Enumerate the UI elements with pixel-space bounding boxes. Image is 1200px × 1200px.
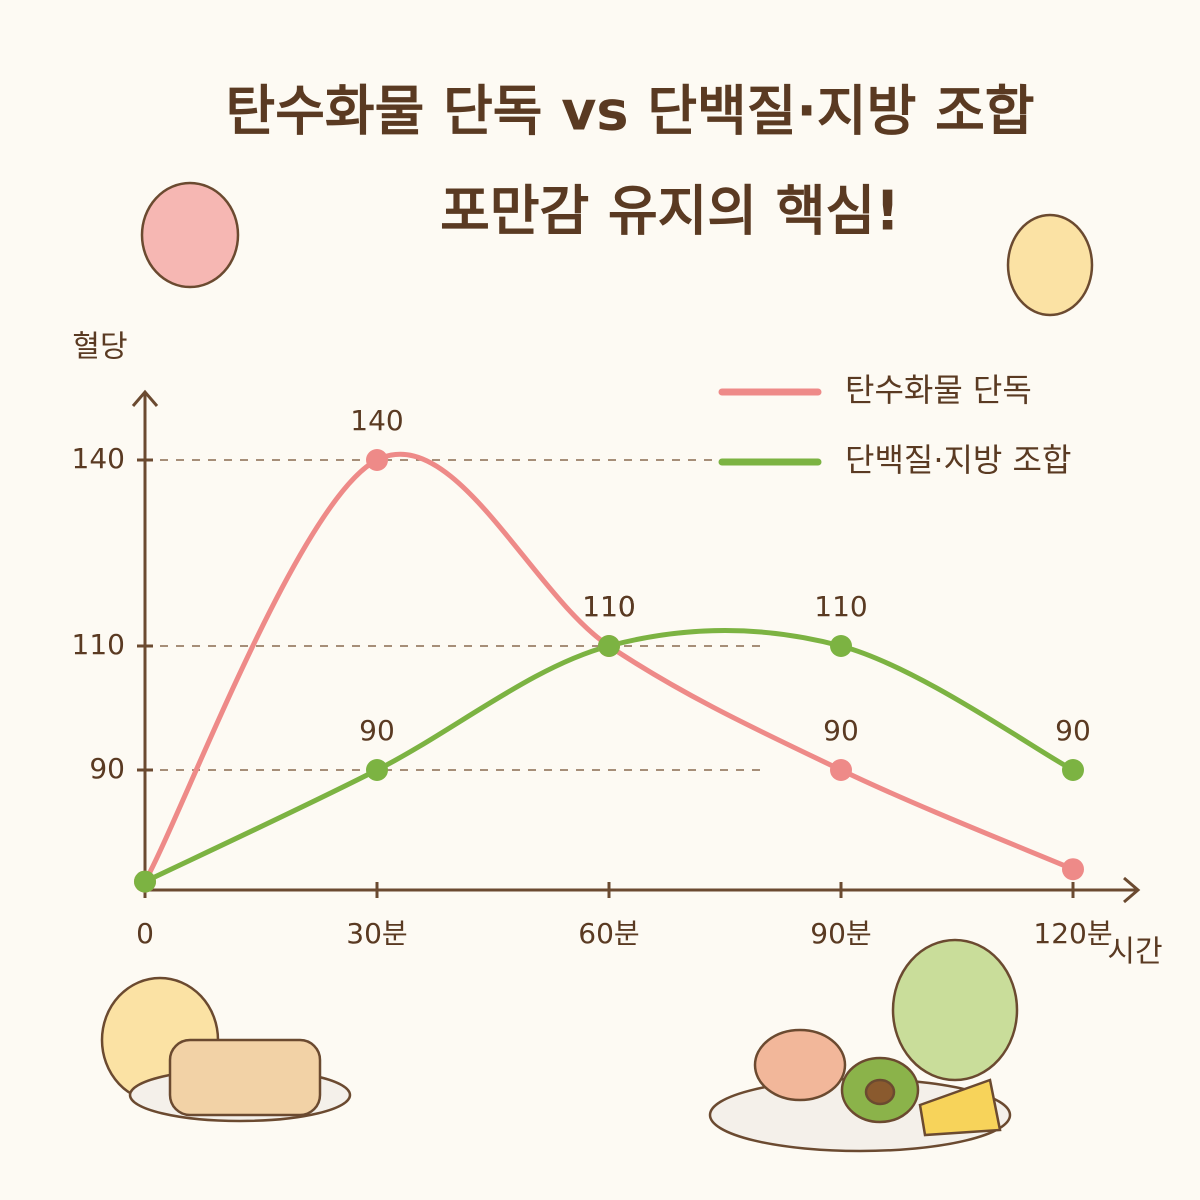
- y-tick-label: 110: [72, 628, 125, 661]
- x-tick-label: 120분: [1033, 917, 1112, 950]
- y-axis-label: 혈당: [72, 330, 127, 365]
- data-point: [830, 759, 852, 781]
- data-point: [366, 449, 388, 471]
- series-line: [142, 451, 1076, 885]
- data-label: 110: [582, 590, 635, 623]
- legend-label: 단백질·지방 조합: [845, 441, 1071, 479]
- x-tick-label: 90분: [810, 917, 871, 950]
- data-label: 90: [1055, 714, 1091, 747]
- axes: [131, 389, 1141, 904]
- y-tick-label: 140: [72, 442, 125, 475]
- data-label: 90: [359, 714, 395, 747]
- data-label: 110: [582, 590, 635, 623]
- y-tick-label: 90: [89, 752, 125, 785]
- series-line: [142, 628, 1076, 885]
- data-point: [598, 635, 620, 657]
- data-point: [1062, 759, 1084, 781]
- data-label: 110: [814, 590, 867, 623]
- data-label: 140: [350, 404, 403, 437]
- x-tick-label: 0: [136, 917, 154, 950]
- y-axis: [131, 389, 159, 890]
- data-point: [830, 635, 852, 657]
- legend-label: 탄수화물 단독: [845, 371, 1032, 409]
- x-tick-label: 60분: [578, 917, 639, 950]
- data-label: 90: [823, 714, 859, 747]
- data-point: [366, 759, 388, 781]
- chart-subtitle: 포만감 유지의 핵심!: [440, 180, 900, 243]
- x-tick-label: 30분: [346, 917, 407, 950]
- decoration: [100, 181, 1094, 1153]
- chart-title: 탄수화물 단독 vs 단백질·지방 조합: [226, 80, 1035, 143]
- data-point: [1062, 858, 1084, 881]
- x-axis-label: 시간: [1107, 935, 1162, 970]
- data-point: [134, 870, 156, 893]
- x-axis: [145, 876, 1141, 904]
